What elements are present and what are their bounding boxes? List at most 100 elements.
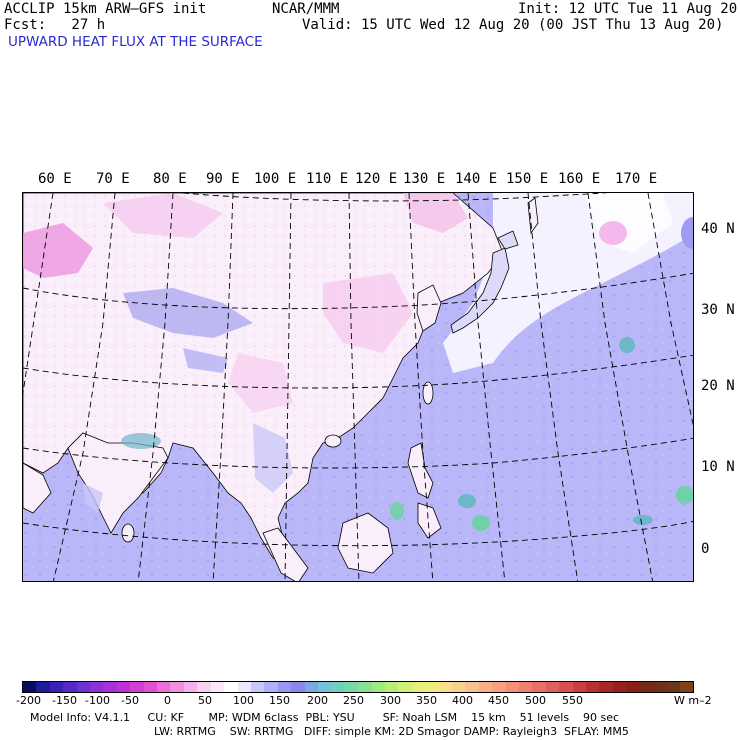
longitude-label: 160 E xyxy=(558,171,601,187)
longitude-label: 120 E xyxy=(355,171,398,187)
longitude-label: 140 E xyxy=(455,171,498,187)
borneo xyxy=(337,512,394,574)
lat-lon-grid xyxy=(23,193,693,581)
colorbar-cell xyxy=(612,682,627,692)
colorbar-cell xyxy=(183,682,198,692)
colorbar-tick-label: 400 xyxy=(452,694,473,707)
latitude-label: 40 N xyxy=(701,221,735,237)
colorbar-cell xyxy=(103,682,117,692)
colorbar-cell xyxy=(586,682,600,692)
hainan xyxy=(324,434,342,448)
heat-flux-map xyxy=(23,193,693,581)
colorbar-cell xyxy=(572,682,587,692)
colorbar-cell xyxy=(438,682,452,692)
colorbar-cell xyxy=(277,682,292,692)
colorbar-cell xyxy=(559,682,573,692)
colorbar xyxy=(22,681,694,693)
model-info-line1: Model Info: V4.1.1 CU: KF MP: WDM 6class… xyxy=(30,711,620,724)
colorbar-cell xyxy=(63,682,77,692)
japan xyxy=(450,247,510,334)
colorbar-cell xyxy=(398,682,412,692)
colorbar-cell xyxy=(36,682,50,692)
colorbar-cell xyxy=(639,682,654,692)
colorbar-cell xyxy=(532,682,546,692)
colorbar-tick-label: 350 xyxy=(416,694,437,707)
colorbar-cell xyxy=(344,682,359,692)
colorbar-tick-label: 0 xyxy=(164,694,171,707)
latitude-label: 10 N xyxy=(701,459,735,475)
longitude-label: 70 E xyxy=(96,171,130,187)
colorbar-tick-label: 100 xyxy=(233,694,254,707)
colorbar-tick-label: -150 xyxy=(52,694,77,707)
colorbar-cell xyxy=(626,682,640,692)
colorbar-tick-label: 300 xyxy=(380,694,401,707)
colorbar-cell xyxy=(317,682,332,692)
colorbar-cell xyxy=(90,682,104,692)
latitude-label: 20 N xyxy=(701,378,735,394)
colorbar-cell xyxy=(23,682,37,692)
colorbar-cell xyxy=(519,682,533,692)
taiwan xyxy=(422,381,434,405)
longitude-label: 170 E xyxy=(615,171,658,187)
colorbar-tick-label: 550 xyxy=(562,694,583,707)
colorbar-cell xyxy=(411,682,426,692)
colorbar-tick-label: -50 xyxy=(121,694,139,707)
colorbar-cell xyxy=(653,682,667,692)
longitude-label: 100 E xyxy=(254,171,297,187)
valid-time: Valid: 15 UTC Wed 12 Aug 20 (00 JST Thu … xyxy=(302,17,724,33)
colorbar-cell xyxy=(505,682,520,692)
colorbar-cell xyxy=(116,682,131,692)
latitude-label: 0 xyxy=(701,541,710,557)
colorbar-cell xyxy=(478,682,493,692)
colorbar-tick-label: 150 xyxy=(269,694,290,707)
colorbar-cell xyxy=(197,682,211,692)
model-info-line2: LW: RRTMG SW: RRTMG DIFF: simple KM: 2D … xyxy=(154,725,629,738)
colorbar-tick-label: 50 xyxy=(198,694,212,707)
colorbar-cell xyxy=(76,682,91,692)
colorbar-cell xyxy=(425,682,439,692)
colorbar-cell xyxy=(237,682,251,692)
longitude-label: 130 E xyxy=(403,171,446,187)
longitude-label: 60 E xyxy=(38,171,72,187)
colorbar-cell xyxy=(666,682,680,692)
colorbar-cell xyxy=(304,682,318,692)
colorbar-tick-label: 200 xyxy=(307,694,328,707)
colorbar-cell xyxy=(170,682,184,692)
longitude-label: 80 E xyxy=(153,171,187,187)
model-title: ACCLIP 15km ARW–GFS init xyxy=(4,1,207,17)
organization: NCAR/MMM xyxy=(272,1,340,17)
colorbar-cell xyxy=(371,682,385,692)
colorbar-cell xyxy=(49,682,64,692)
colorbar-cell xyxy=(465,682,479,692)
colorbar-cell xyxy=(599,682,613,692)
longitude-label: 110 E xyxy=(306,171,349,187)
colorbar-cell xyxy=(224,682,238,692)
colorbar-cell xyxy=(210,682,225,692)
latitude-label: 30 N xyxy=(701,302,735,318)
colorbar-cell xyxy=(384,682,399,692)
colorbar-cell xyxy=(545,682,560,692)
colorbar-tick-label: -100 xyxy=(85,694,110,707)
colorbar-cell xyxy=(130,682,144,692)
korean-peninsula xyxy=(416,284,442,332)
init-time: Init: 12 UTC Tue 11 Aug 20 xyxy=(518,1,738,17)
forecast-hour: Fcst: 27 h xyxy=(4,17,106,33)
philippines xyxy=(407,442,434,499)
sri-lanka xyxy=(121,523,135,543)
longitude-label: 150 E xyxy=(506,171,549,187)
colorbar-cell xyxy=(250,682,265,692)
colorbar-cell xyxy=(679,682,694,692)
colorbar-cell xyxy=(331,682,345,692)
field-title: UPWARD HEAT FLUX AT THE SURFACE xyxy=(8,34,263,50)
longitude-label: 90 E xyxy=(206,171,240,187)
colorbar-cell xyxy=(291,682,305,692)
colorbar-cell xyxy=(358,682,372,692)
colorbar-cell xyxy=(452,682,466,692)
colorbar-tick-label: 450 xyxy=(488,694,509,707)
colorbar-cell xyxy=(264,682,278,692)
colorbar-cell xyxy=(143,682,158,692)
colorbar-unit: W m–2 xyxy=(674,694,712,707)
colorbar-tick-label: -200 xyxy=(16,694,41,707)
map-panel xyxy=(22,192,694,582)
colorbar-cell xyxy=(492,682,506,692)
